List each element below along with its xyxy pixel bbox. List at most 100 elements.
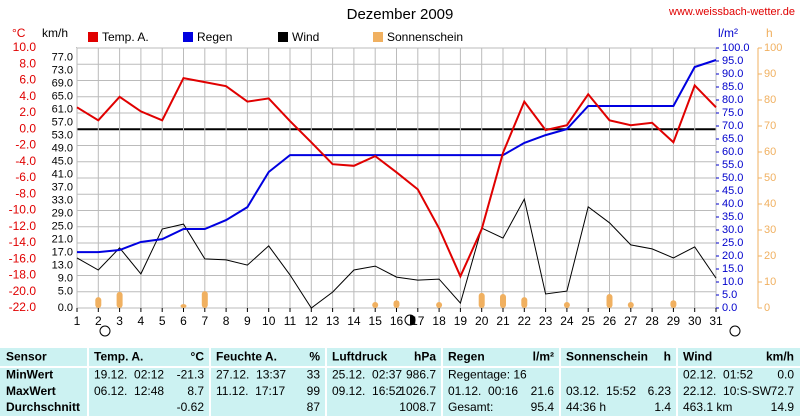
x-tick-label: 29: [667, 314, 681, 328]
y3-tick-label: 15.0: [722, 263, 743, 275]
y-tick-label: -6.0: [15, 170, 36, 184]
y-tick-label: -22.0: [9, 300, 37, 314]
x-tick-label: 20: [475, 314, 489, 328]
legend-swatch: [88, 32, 98, 42]
y2-tick-label: 13.0: [52, 260, 73, 272]
y4-tick-label: 50: [764, 172, 776, 184]
y3-tick-label: 40.0: [722, 198, 743, 210]
x-tick-label: 8: [223, 314, 230, 328]
column-header: Luftdruck: [332, 350, 388, 364]
y2-tick-label: 17.0: [52, 247, 73, 259]
y2-tick-label: 33.0: [52, 195, 73, 207]
y3-tick-label: 5.0: [722, 289, 737, 301]
y-tick-label: 10.0: [13, 40, 37, 54]
y2-tick-label: 65.0: [52, 91, 73, 103]
column-unit: h: [664, 350, 671, 364]
y4-tick-label: 20: [764, 250, 776, 262]
y4-tick-label: 90: [764, 68, 776, 80]
y3-tick-label: 25.0: [722, 237, 743, 249]
column-unit: hPa: [414, 350, 436, 364]
cell-text: 01.12. 00:16: [448, 384, 518, 398]
y-tick-label: -12.0: [9, 219, 37, 233]
x-tick-label: 22: [518, 314, 532, 328]
stats-table: Sensor Temp. A. °C Feuchte A.% Luftdruck hPa R…: [0, 348, 800, 416]
y3-tick-label: 80.0: [722, 94, 743, 106]
y3-tick-label: 75.0: [722, 107, 743, 119]
sun-bar: [436, 302, 443, 308]
y-tick-label: -2.0: [15, 138, 36, 152]
cell-value: -0.62: [177, 400, 205, 414]
y4-tick-label: 40: [764, 198, 776, 210]
sun-bar: [606, 293, 613, 308]
y4-tick-label: 100: [764, 42, 782, 54]
cell-text: 03.12. 15:52: [566, 384, 636, 398]
source: www.weissbach-wetter.de: [668, 6, 795, 18]
y3-tick-label: 70.0: [722, 120, 743, 132]
y-tick-label: 0.0: [19, 121, 36, 135]
sun-bar: [372, 302, 379, 308]
cell-text: 44:36 h: [566, 400, 606, 414]
y3-tick-label: 10.0: [722, 276, 743, 288]
y3-tick-label: 60.0: [722, 146, 743, 158]
sun-bar: [95, 297, 102, 308]
x-tick-label: 26: [603, 314, 617, 328]
moon-full: [99, 325, 111, 337]
column-header: Regen: [448, 350, 485, 364]
x-tick-label: 19: [454, 314, 468, 328]
y4-tick-label: 80: [764, 94, 776, 106]
x-tick-label: 4: [138, 314, 145, 328]
y3-tick-label: 95.0: [722, 55, 743, 67]
column-header: Feuchte A.: [216, 350, 277, 364]
cell-text: 27.12. 13:37: [216, 368, 286, 382]
x-tick-label: 15: [369, 314, 383, 328]
cell-value: 8.7: [187, 384, 204, 398]
cell-value: 986.7: [406, 368, 436, 382]
y-tick-label: -16.0: [9, 251, 37, 265]
cell-value: 0.0: [777, 368, 794, 382]
x-tick-label: 14: [347, 314, 361, 328]
y-tick-label: 4.0: [19, 89, 36, 103]
x-tick-label: 24: [560, 314, 574, 328]
x-tick-label: 6: [180, 314, 187, 328]
cell-value: 1026.7: [399, 384, 436, 398]
row-label: MinWert: [6, 368, 53, 382]
y-tick-label: 6.0: [19, 73, 36, 87]
sun-bar: [180, 304, 187, 308]
x-tick-label: 5: [159, 314, 166, 328]
y-tick-label: -10.0: [9, 203, 37, 217]
y-tick-label: -8.0: [15, 186, 36, 200]
column-header: Wind: [683, 350, 712, 364]
cell-value: 1008.7: [399, 400, 436, 414]
y4-tick-label: 10: [764, 276, 776, 288]
moon-half-dark: [410, 315, 415, 325]
x-tick-label: 11: [284, 314, 297, 328]
x-tick-label: 31: [709, 314, 723, 328]
y4-axis-label: h: [766, 26, 773, 40]
y-tick-label: -18.0: [9, 268, 37, 282]
x-tick-label: 23: [539, 314, 553, 328]
y2-tick-label: 49.0: [52, 143, 73, 155]
cell-text: Gesamt:: [448, 400, 493, 414]
x-tick-label: 7: [201, 314, 208, 328]
y3-tick-label: 45.0: [722, 185, 743, 197]
cell-text: 06.12. 12:48: [94, 384, 164, 398]
y3-tick-label: 100.0: [722, 42, 750, 54]
y3-axis-label: l/m²: [718, 26, 738, 40]
cell-text: 463.1 km: [683, 400, 732, 414]
table-bg: [0, 348, 800, 416]
cell-text: 22.12. 10:S-SW: [683, 384, 772, 398]
legend-label: Wind: [292, 30, 319, 44]
y4-tick-label: 60: [764, 146, 776, 158]
cell-value: 95.4: [531, 400, 555, 414]
y2-tick-label: 61.0: [52, 104, 73, 116]
cell-value: 33: [307, 368, 321, 382]
y-tick-label: 2.0: [19, 105, 36, 119]
x-tick-label: 1: [74, 314, 81, 328]
column-unit: l/m²: [533, 350, 554, 364]
cell-text: 25.12. 02:37: [332, 368, 402, 382]
sun-bar: [670, 300, 677, 308]
y2-tick-label: 29.0: [52, 208, 73, 220]
y2-tick-label: 21.0: [52, 234, 73, 246]
sun-bar: [116, 291, 123, 308]
